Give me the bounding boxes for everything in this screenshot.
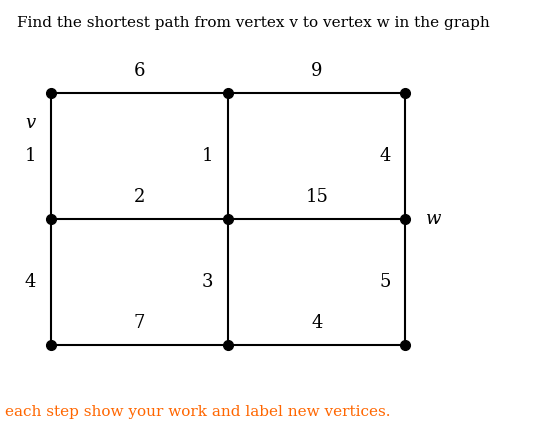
Text: 2: 2 [134,188,145,206]
Text: 7: 7 [134,314,145,332]
Text: 1: 1 [202,147,214,165]
Text: w: w [426,210,441,228]
Text: 4: 4 [379,147,390,165]
Text: 4: 4 [311,314,322,332]
Text: 15: 15 [305,188,328,206]
Text: each step show your work and label new vertices.: each step show your work and label new v… [5,405,391,419]
Text: 9: 9 [311,62,322,80]
Text: 4: 4 [24,273,36,291]
Text: Find the shortest path from vertex v to vertex w in the graph: Find the shortest path from vertex v to … [17,16,489,30]
Text: v: v [25,114,35,132]
Text: 5: 5 [379,273,390,291]
Text: 6: 6 [134,62,145,80]
Text: 3: 3 [202,273,214,291]
Text: 1: 1 [24,147,36,165]
